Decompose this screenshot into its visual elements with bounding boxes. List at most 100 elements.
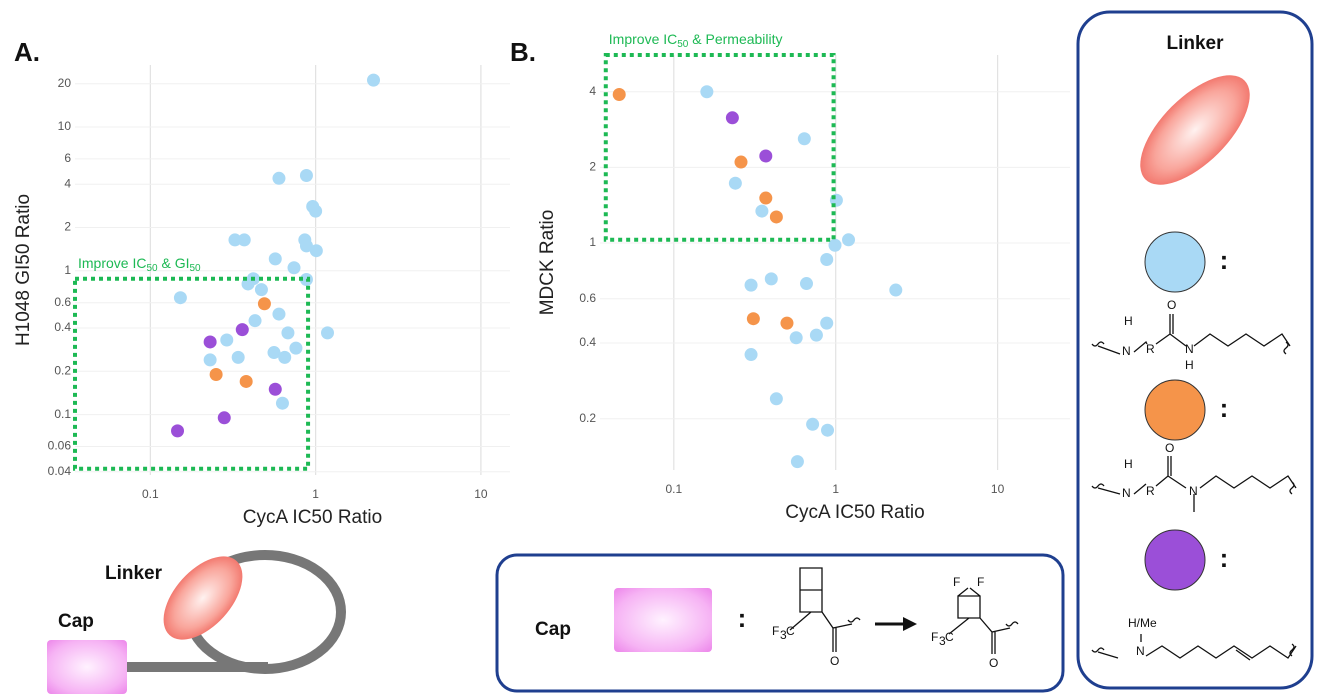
colon: : [1220, 393, 1229, 423]
arrow-head [903, 617, 917, 631]
legend-marker [1145, 380, 1205, 440]
y-tick-label: 0.4 [579, 335, 596, 349]
x-tick-label: 0.1 [665, 482, 682, 496]
linker-shape [1122, 57, 1268, 203]
point [745, 348, 758, 361]
point [174, 291, 187, 304]
schematic: Linker Cap [47, 542, 341, 694]
atom: N [1185, 342, 1194, 356]
point [278, 351, 291, 364]
atom: H [1185, 358, 1194, 372]
cap-shape [47, 640, 127, 694]
x-tick-label: 10 [474, 487, 488, 501]
point [300, 169, 313, 182]
atom: O [1167, 298, 1176, 312]
point [829, 239, 842, 252]
atom: H [1124, 314, 1133, 328]
y-tick-label: 6 [64, 151, 71, 165]
y-tick-label: 0.04 [48, 464, 72, 478]
cap-panel: Cap : F 3 C O F F F 3 C O [497, 555, 1063, 691]
atom: N [1122, 344, 1131, 358]
point [820, 253, 833, 266]
structure: F F F 3 C O [931, 575, 1018, 670]
annotation-text: & GI [158, 254, 190, 270]
panel-title: Linker [1166, 33, 1224, 54]
linker-panel: Linker : : : H N R O N H H N R O N H/Me … [1078, 12, 1312, 688]
point [269, 252, 282, 265]
point [255, 283, 268, 296]
y-tick-label: 0.06 [48, 439, 72, 453]
point [272, 172, 285, 185]
point [726, 111, 739, 124]
point [309, 205, 322, 218]
x-axis-label: CycA IC50 Ratio [243, 507, 382, 528]
y-tick-label: 0.1 [54, 407, 71, 421]
point [218, 411, 231, 424]
x-tick-label: 1 [312, 487, 319, 501]
atom: N [1122, 486, 1131, 500]
point [272, 308, 285, 321]
panel-title: Cap [535, 619, 571, 640]
annotation-subscript: 50 [146, 262, 158, 273]
y-tick-label: 0.4 [54, 320, 71, 334]
point [765, 272, 778, 285]
point [613, 88, 626, 101]
atom: N [1136, 644, 1145, 658]
point [734, 156, 747, 169]
annotation-box [75, 279, 308, 469]
y-tick-label: 0.6 [579, 291, 596, 305]
atom: N [1189, 484, 1198, 498]
point [800, 277, 813, 290]
point [171, 424, 184, 437]
x-axis-label: CycA IC50 Ratio [785, 502, 924, 523]
atom: C [945, 630, 954, 644]
structure: H N R O N [1092, 441, 1296, 512]
point [232, 351, 245, 364]
y-tick-label: 0.2 [579, 411, 596, 425]
annotation-subscript: 50 [190, 262, 202, 273]
y-tick-label: 2 [64, 220, 71, 234]
point [310, 244, 323, 257]
atom: O [830, 654, 839, 668]
atom: H [1124, 457, 1133, 471]
point [204, 353, 217, 366]
point [745, 279, 758, 292]
atom: C [786, 624, 795, 638]
x-tick-label: 0.1 [142, 487, 159, 501]
atom: R [1146, 342, 1155, 356]
y-tick-label: 4 [64, 176, 71, 190]
panel-label: A. [14, 37, 40, 67]
bonds [949, 588, 1018, 654]
colon: : [1220, 245, 1229, 275]
point [821, 424, 834, 437]
y-tick-label: 2 [589, 160, 596, 174]
point [238, 233, 251, 246]
point [210, 368, 223, 381]
point [204, 335, 217, 348]
point [220, 334, 233, 347]
structure: H N R O N H [1092, 298, 1290, 372]
point [806, 418, 819, 431]
x-tick-label: 10 [991, 482, 1005, 496]
point [269, 383, 282, 396]
y-tick-label: 0.2 [54, 363, 71, 377]
point [780, 317, 793, 330]
cap-label: Cap [58, 611, 94, 632]
y-tick-label: 4 [589, 84, 596, 98]
figure: 0.11100.040.060.10.20.40.612461020A.CycA… [0, 0, 1317, 694]
point [842, 233, 855, 246]
atom: R [1146, 484, 1155, 498]
point [889, 284, 902, 297]
point [759, 149, 772, 162]
annotation-text: Improve IC [78, 254, 146, 270]
annotation: Improve IC50 & Permeability [609, 31, 783, 50]
point [289, 342, 302, 355]
atom: F [977, 575, 984, 589]
colon: : [1220, 543, 1229, 573]
y-tick-label: 20 [58, 76, 72, 90]
structure: H/Me N [1092, 616, 1296, 660]
point [276, 397, 289, 410]
point [791, 455, 804, 468]
linker-label: Linker [105, 563, 163, 584]
